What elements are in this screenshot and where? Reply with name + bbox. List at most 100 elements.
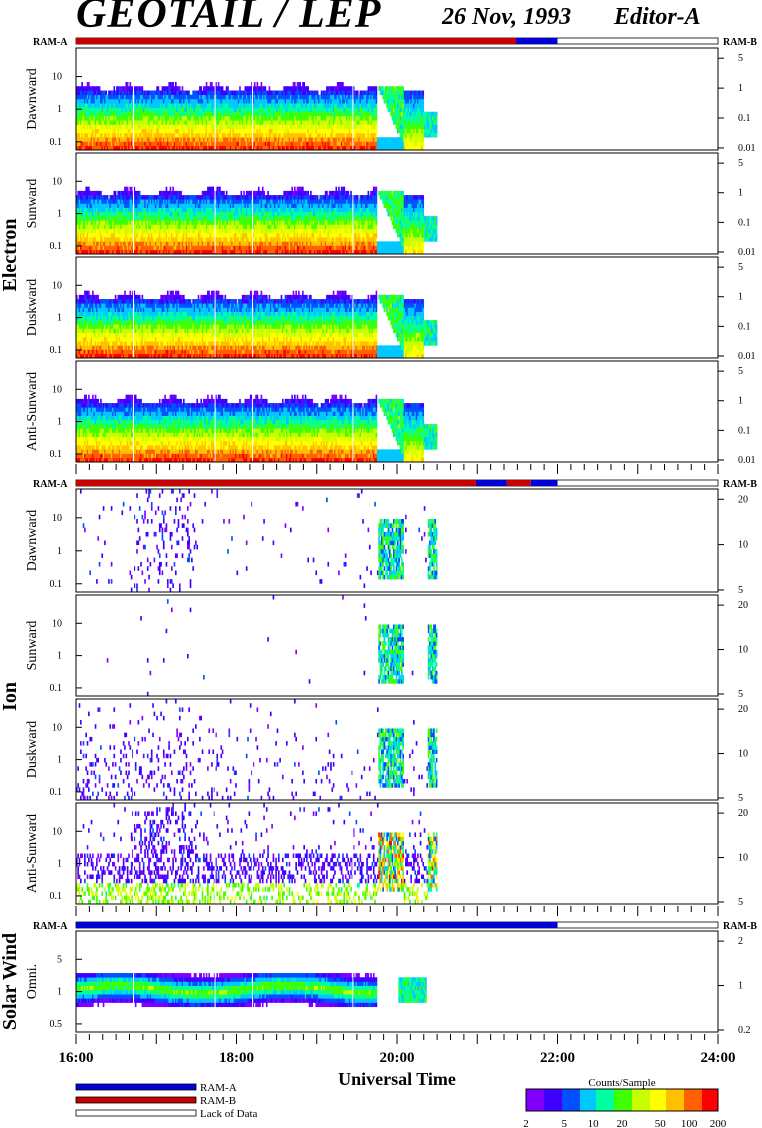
right-tick-label: 0.01 <box>738 455 756 466</box>
colorbar: Counts/Sample 2 5 10 20 50 100 200 <box>523 1077 727 1128</box>
ram-b-segment <box>76 38 517 44</box>
right-tick-label: 1 <box>738 188 743 199</box>
panel-label: Dawnward <box>25 68 40 129</box>
panel-1-3: 10 1 0.1 20 10 5 Anti-Sunward <box>25 802 748 908</box>
panel-border <box>75 152 719 255</box>
left-tick-label: 1 <box>57 104 62 115</box>
right-tick-label: 5 <box>738 689 743 700</box>
group-label: Electron <box>0 219 21 292</box>
legend-entry: RAM-A <box>200 1082 237 1094</box>
group-label: Ion <box>0 682 21 711</box>
right-tick-label: 0.1 <box>738 425 751 436</box>
chart-editor: Editor-A <box>614 4 701 31</box>
mode-bar-left-label: RAM-A <box>33 37 68 48</box>
panel-label: Duskward <box>25 279 40 337</box>
data-gap-lines <box>133 700 354 799</box>
x-axis-label: Universal Time <box>338 1069 456 1089</box>
panel-1-1: 10 1 0.1 20 10 5 Sunward <box>25 594 748 700</box>
legend-entry: RAM-B <box>200 1095 236 1107</box>
panel-border <box>75 256 719 359</box>
left-tick-label: 1 <box>57 209 62 220</box>
colorbar-tick-label: 100 <box>681 1118 698 1128</box>
panel-label: Anti-Sunward <box>25 814 40 893</box>
right-tick-label: 5 <box>738 262 743 273</box>
panel-label: Sunward <box>25 179 40 229</box>
left-tick-label: 0.1 <box>50 241 63 252</box>
left-tick-label: 10 <box>52 513 62 524</box>
left-tick-label: 0.1 <box>50 891 63 902</box>
right-tick-label: 0.1 <box>738 217 751 228</box>
right-tick-label: 10 <box>738 645 748 656</box>
right-tick-label: 5 <box>738 897 743 908</box>
right-tick-label: 0.1 <box>738 321 751 332</box>
right-tick-label: 20 <box>738 808 748 819</box>
ram-a-segment <box>475 480 507 486</box>
right-tick-label: 20 <box>738 494 748 505</box>
right-tick-label: 5 <box>738 793 743 804</box>
right-tick-label: 0.01 <box>738 351 756 362</box>
x-tick-label: 22:00 <box>540 1050 575 1066</box>
mode-bar-2: RAM-A RAM-B <box>33 921 757 932</box>
group-label: Solar Wind <box>0 933 21 1030</box>
x-tick-label: 16:00 <box>59 1050 94 1066</box>
right-tick-label: 5 <box>738 585 743 596</box>
colorbar-tick-label: 5 <box>561 1118 567 1128</box>
right-tick-label: 0.01 <box>738 247 756 258</box>
left-tick-label: 0.5 <box>50 1019 63 1030</box>
panel-border <box>75 47 719 151</box>
left-tick-label: 0.1 <box>50 345 63 356</box>
panel-1-2: 10 1 0.1 20 10 5 Duskward <box>25 698 748 804</box>
left-tick-label: 1 <box>57 859 62 870</box>
panel-0-2: 10 1 0.1 5 1 0.1 0.01 Duskward <box>25 256 756 362</box>
data-gap-lines <box>133 596 354 695</box>
colorbar-tick-label: 2 <box>523 1118 529 1128</box>
left-tick-label: 0.1 <box>50 137 63 148</box>
left-tick-label: 1 <box>57 313 62 324</box>
left-tick-label: 10 <box>52 826 62 837</box>
legend-entry: Lack of Data <box>200 1108 258 1120</box>
right-tick-label: 2 <box>738 936 743 947</box>
panel-border <box>75 698 719 801</box>
right-tick-label: 5 <box>738 366 743 377</box>
chart-date: 26 Nov, 1993 <box>442 4 571 31</box>
panel-label: Sunward <box>25 621 40 671</box>
left-tick-label: 10 <box>52 384 62 395</box>
panel-border <box>75 930 719 1033</box>
mode-bar-1: RAM-A RAM-B <box>33 479 757 490</box>
right-tick-label: 1 <box>738 981 743 992</box>
left-tick-label: 5 <box>57 954 62 965</box>
right-tick-label: 20 <box>738 600 748 611</box>
panel-1-0: 10 1 0.1 20 10 5 Dawnward <box>25 488 748 596</box>
mode-bar-left-label: RAM-A <box>33 479 68 490</box>
panel-2-0: 5 1 0.5 2 1 0.2 Omni. <box>25 930 751 1036</box>
left-tick-label: 1 <box>57 651 62 662</box>
panel-label: Anti-Sunward <box>25 372 40 451</box>
mode-bar-right-label: RAM-B <box>723 479 757 490</box>
panel-label: Dawnward <box>25 510 40 571</box>
ram-a-segment <box>516 38 558 44</box>
panel-0-1: 10 1 0.1 5 1 0.1 0.01 Sunward <box>25 152 756 258</box>
colorbar-tick-label: 50 <box>655 1118 667 1128</box>
colorbar-title: Counts/Sample <box>588 1077 655 1089</box>
data-gap-lines <box>133 258 354 357</box>
mode-bar-left-label: RAM-A <box>33 921 68 932</box>
right-tick-label: 0.1 <box>738 113 751 124</box>
panel-label: Duskward <box>25 721 40 779</box>
right-tick-label: 1 <box>738 292 743 303</box>
left-tick-label: 0.1 <box>50 787 63 798</box>
legend-swatch <box>75 1083 197 1091</box>
colorbar-tick-label: 200 <box>710 1118 727 1128</box>
panel-border <box>75 488 719 593</box>
ram-b-segment <box>506 480 531 486</box>
x-tick-label: 20:00 <box>380 1050 415 1066</box>
left-tick-label: 10 <box>52 176 62 187</box>
data-gap-lines <box>133 490 354 591</box>
colorbar-tick-label: 10 <box>588 1118 600 1128</box>
right-tick-label: 5 <box>738 158 743 169</box>
panel-border <box>75 594 719 697</box>
data-gap-lines <box>133 932 354 1031</box>
ram-a-segment <box>530 480 558 486</box>
ram-a-segment <box>76 922 558 928</box>
data-gap-lines <box>133 362 354 461</box>
